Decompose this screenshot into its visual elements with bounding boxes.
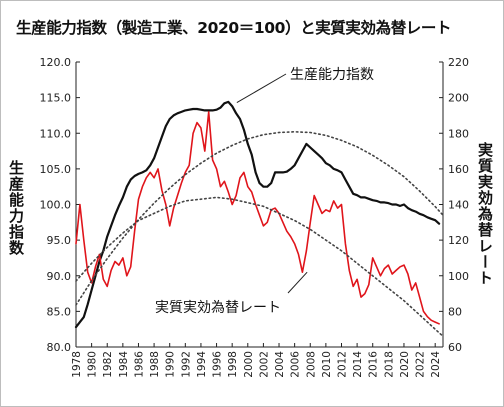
- x-tick-label: 2018: [383, 351, 395, 378]
- x-tick-label: 1994: [196, 351, 208, 378]
- x-tick-label: 2024: [430, 351, 442, 378]
- x-tick-label: 1984: [118, 351, 130, 378]
- right-tick-label: 220: [448, 56, 469, 69]
- x-tick-label: 1992: [180, 351, 192, 378]
- right-tick-label: 120: [448, 234, 469, 247]
- x-tick-label: 1980: [87, 351, 99, 378]
- left-tick-label: 100.0: [40, 199, 72, 212]
- x-tick-label: 2002: [258, 351, 270, 378]
- left-tick-label: 105.0: [40, 163, 72, 176]
- x-tick-label: 2022: [415, 351, 427, 378]
- x-tick-label: 1978: [71, 351, 83, 378]
- right-axis-label: 実質実効為替レート: [476, 142, 494, 286]
- annotation-leader: [287, 271, 308, 294]
- right-tick-label: 160: [448, 163, 469, 176]
- series-line-right: [75, 111, 440, 325]
- annotation-label: 生産能力指数: [290, 67, 374, 83]
- x-tick-label: 2006: [290, 351, 302, 378]
- left-tick-label: 110.0: [40, 127, 72, 140]
- left-tick-label: 85.0: [47, 305, 72, 318]
- x-tick-label: 1986: [133, 351, 145, 378]
- x-tick-label: 2012: [336, 351, 348, 378]
- right-tick-label: 80: [448, 305, 462, 318]
- chart-title: 生産能力指数（製造工業、2020＝100）と実質実効為替レート: [16, 19, 452, 37]
- left-tick-label: 80.0: [47, 341, 72, 354]
- x-tick-label: 2020: [399, 351, 411, 378]
- right-tick-label: 140: [448, 199, 469, 212]
- left-tick-label: 120.0: [40, 56, 72, 69]
- x-tick-label: 1990: [165, 351, 177, 378]
- left-tick-label: 90.0: [47, 270, 72, 283]
- annotation-label: 実質実効為替レート: [155, 300, 281, 316]
- trend-curve-right: [75, 196, 444, 338]
- x-tick-label: 1982: [102, 351, 114, 378]
- right-tick-label: 60: [448, 341, 462, 354]
- x-tick-label: 2010: [321, 351, 333, 378]
- annotation-leader: [236, 73, 287, 104]
- left-axis-label: 生産能力指数: [7, 160, 25, 256]
- x-tick-label: 1998: [227, 351, 239, 378]
- x-tick-label: 1996: [212, 351, 224, 378]
- right-tick-label: 180: [448, 127, 469, 140]
- right-tick-label: 200: [448, 92, 469, 105]
- x-tick-label: 2000: [243, 351, 255, 378]
- left-tick-label: 95.0: [47, 234, 72, 247]
- x-tick-label: 2004: [274, 351, 286, 378]
- x-tick-label: 1988: [149, 351, 161, 378]
- trend-curve-left: [75, 131, 444, 306]
- x-tick-label: 2008: [305, 351, 317, 378]
- left-tick-label: 115.0: [40, 92, 72, 105]
- series-line-left: [74, 100, 441, 329]
- x-tick-label: 2014: [352, 351, 364, 378]
- right-tick-label: 100: [448, 270, 469, 283]
- x-tick-label: 2016: [368, 351, 380, 378]
